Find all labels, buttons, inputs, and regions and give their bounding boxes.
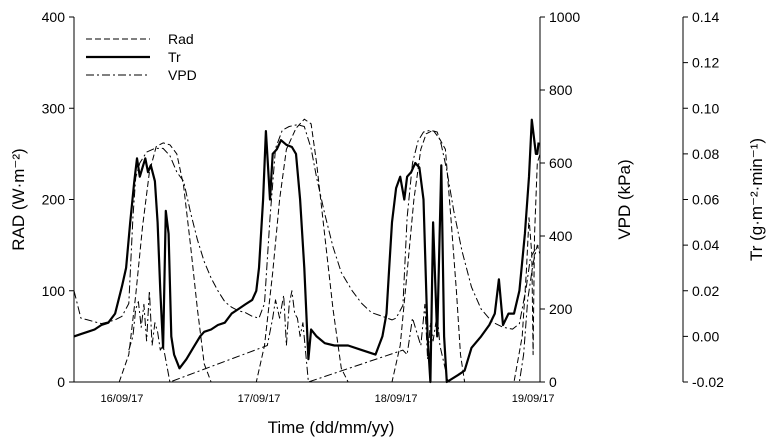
x-tick-label: 18/09/17 [375,393,418,405]
rad-axis: 0 100 200 300 400 RAD (W·m⁻²) [9,9,74,390]
vpd-tick-label: 0 [549,374,557,390]
tr-tick-label: -0.02 [692,374,724,390]
x-tick-label: 16/09/17 [101,393,144,405]
rad-tick-label: 100 [42,283,66,299]
tr-axis: -0.02 0.00 0.02 0.04 0.06 0.08 0.10 0.12 0.14 Tr … [682,9,766,390]
legend: Rad Tr VPD [86,31,197,83]
x-tick-label: 17/09/17 [238,393,281,405]
tr-tick-label: 0.10 [692,100,719,116]
rad-tick-label: 300 [42,100,66,116]
legend-label-vpd: VPD [168,67,197,83]
legend-label-tr: Tr [168,49,181,65]
series-tr-line [73,118,540,384]
rad-tick-label: 0 [57,374,65,390]
series-rad-noise-line [128,244,541,383]
rad-axis-title: RAD (W·m⁻²) [9,148,28,250]
vpd-tick-label: 200 [549,301,573,317]
tr-tick-label: 0.00 [692,328,719,344]
x-axis: 16/09/17 17/09/17 18/09/17 19/09/17 [101,393,555,405]
vpd-axis: 0 200 400 600 800 1000 VPD (kPa) [540,9,634,390]
tr-tick-label: 0.02 [692,283,719,299]
series-rad-line [74,118,541,383]
tr-axis-title: Tr (g·m⁻²·min⁻¹) [747,138,766,261]
x-tick-label: 19/09/17 [512,393,555,405]
vpd-axis-title: VPD (kPa) [615,159,634,239]
tr-tick-label: 0.04 [692,237,719,253]
series-vpd-line [73,124,541,330]
tr-tick-label: 0.14 [692,9,719,25]
legend-label-rad: Rad [168,31,194,47]
tr-tick-label: 0.06 [692,192,719,208]
vpd-tick-label: 800 [549,82,573,98]
rad-tick-label: 400 [42,9,66,25]
x-axis-title: Time (dd/mm/yy) [268,418,395,437]
vpd-tick-label: 600 [549,155,573,171]
tr-tick-label: 0.12 [692,55,719,71]
rad-tick-label: 200 [42,192,66,208]
series-layer [73,118,541,384]
vpd-tick-label: 400 [549,228,573,244]
vpd-tick-label: 1000 [549,9,580,25]
tr-tick-label: 0.08 [692,146,719,162]
